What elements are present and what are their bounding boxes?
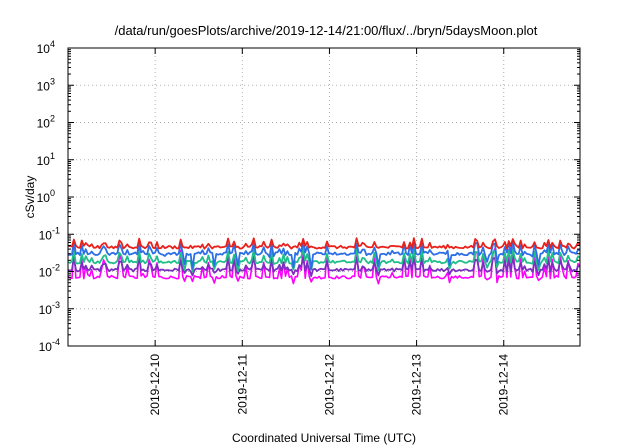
series-line (68, 239, 581, 271)
grid (68, 48, 580, 346)
y-tick-label-exponent: -4 (52, 337, 60, 347)
y-tick-label: 10-4 (39, 337, 60, 354)
series-line (67, 237, 581, 250)
series-line (67, 245, 581, 285)
y-tick-label-base: 10 (37, 191, 51, 205)
y-tick-label: 100 (37, 188, 55, 205)
y-tick-label-base: 10 (37, 42, 51, 56)
y-tick-label: 10-1 (39, 225, 60, 242)
x-tick-label: 2019-12-11 (235, 354, 249, 415)
y-tick-label-exponent: 1 (50, 151, 55, 161)
y-tick-label: 101 (37, 151, 55, 168)
y-tick-label-base: 10 (37, 154, 51, 168)
y-tick-label-exponent: 2 (50, 114, 55, 124)
series-group (67, 237, 581, 285)
y-tick-label: 104 (37, 39, 55, 56)
x-axis: 2019-12-10 2019-12-11 2019-12-12 2019-12-13… (148, 48, 511, 415)
chart-title: /data/run/goesPlots/archive/2019-12-14/2… (115, 23, 538, 38)
x-axis-label: Coordinated Universal Time (UTC) (232, 431, 416, 445)
y-tick-label-exponent: 4 (50, 39, 55, 49)
x-tick-label: 2019-12-14 (497, 354, 511, 416)
y-tick-label-exponent: 3 (50, 76, 55, 86)
y-tick-label-exponent: -1 (52, 225, 60, 235)
y-tick-label-base: 10 (37, 79, 51, 93)
y-tick-label-base: 10 (39, 228, 53, 242)
series-line (67, 247, 581, 273)
y-tick-label: 10-2 (39, 263, 60, 280)
y-tick-label-base: 10 (39, 303, 53, 317)
y-tick-label-exponent: -2 (52, 263, 60, 273)
x-tick-label: 2019-12-10 (148, 354, 162, 416)
series-line (67, 255, 581, 278)
x-tick-label: 2019-12-13 (410, 354, 424, 416)
y-axis-label: cSv/day (23, 176, 37, 219)
y-tick-label: 10-3 (39, 300, 60, 317)
y-tick-label-exponent: 0 (50, 188, 55, 198)
y-tick-label-base: 10 (39, 340, 53, 354)
x-tick-label: 2019-12-12 (322, 354, 336, 416)
y-tick-label-exponent: -3 (52, 300, 60, 310)
y-tick-label-base: 10 (37, 117, 51, 131)
y-tick-label-base: 10 (39, 266, 53, 280)
y-tick-label: 103 (37, 76, 55, 93)
y-tick-label: 102 (37, 114, 55, 131)
